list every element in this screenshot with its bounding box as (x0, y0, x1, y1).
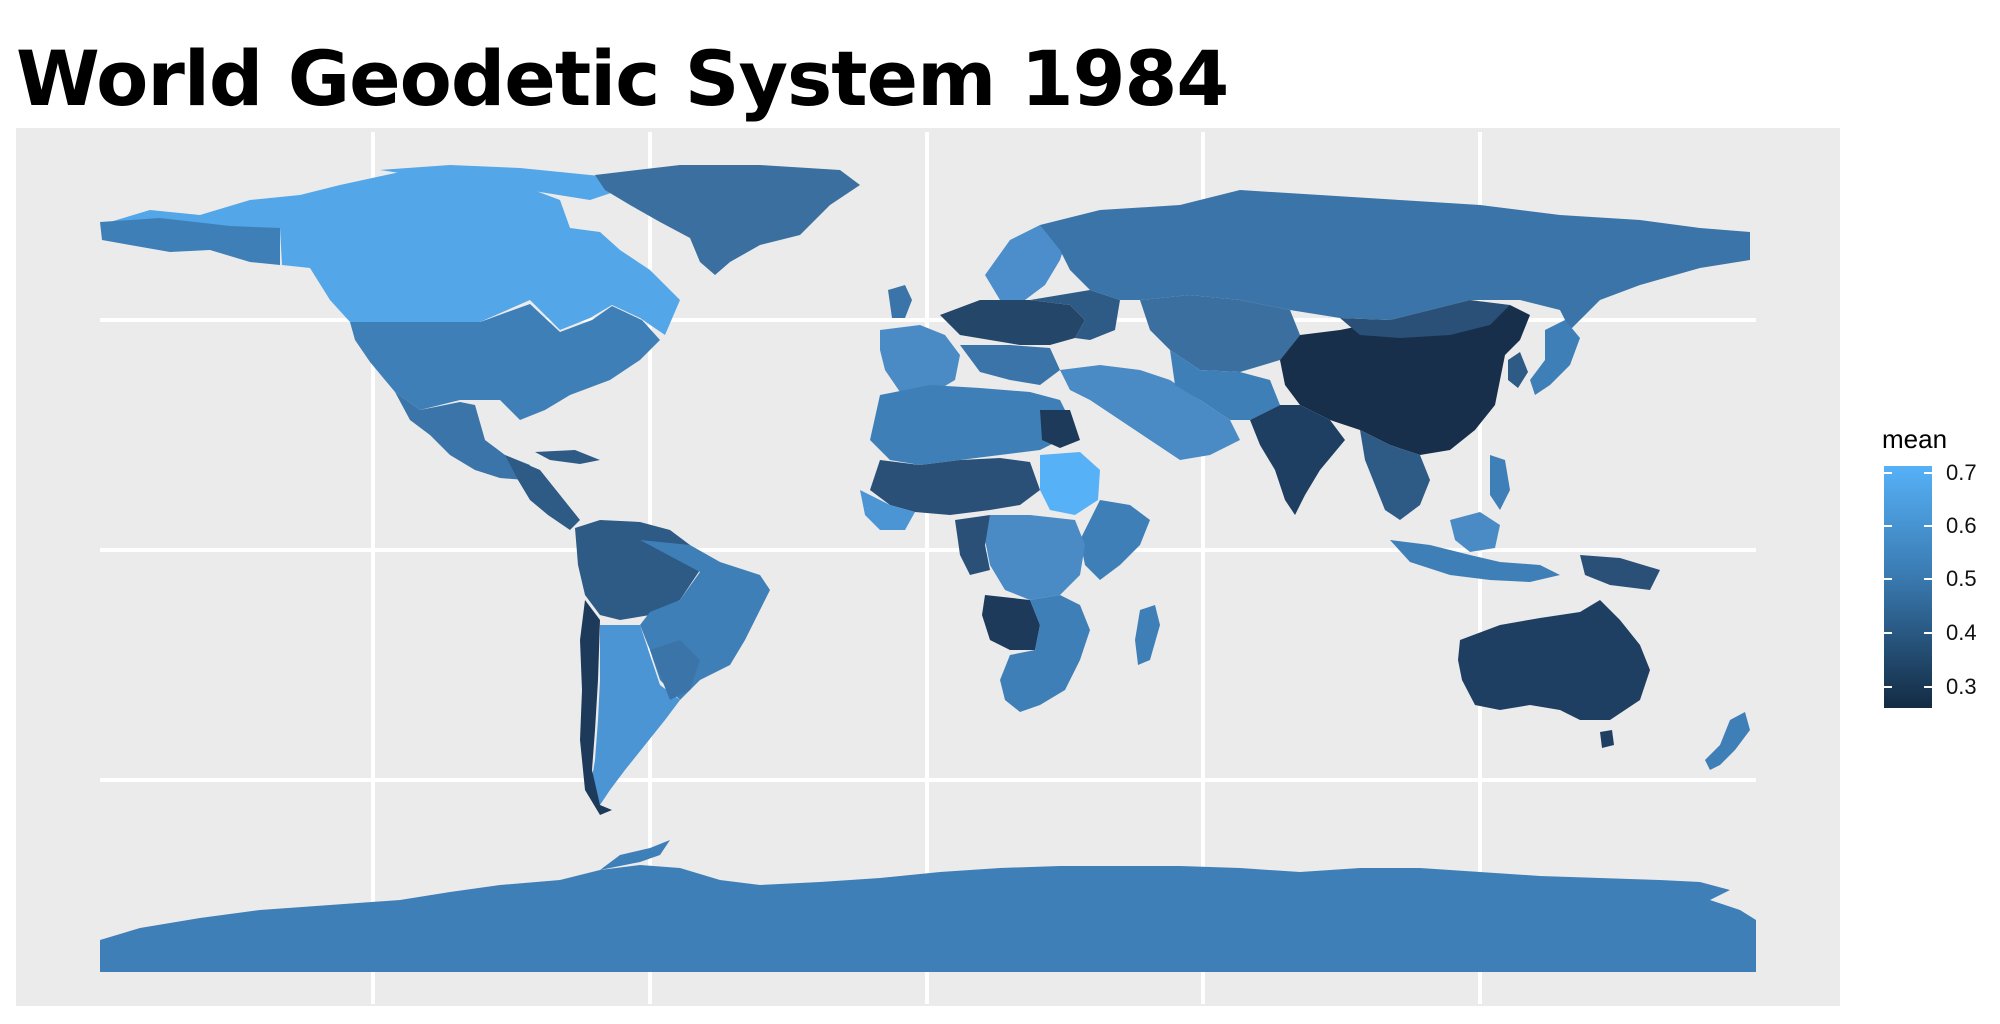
legend-tick-mark (1884, 632, 1892, 634)
region-southeast-asia (1360, 430, 1430, 520)
legend-tick-mark (1924, 472, 1932, 474)
region-congo-west (955, 515, 990, 575)
region-balkans (960, 345, 1060, 385)
region-west-africa (860, 490, 915, 530)
region-europe-east (1030, 290, 1120, 340)
region-east-africa (1080, 500, 1150, 580)
region-chile (580, 600, 612, 815)
region-tasmania (1600, 730, 1614, 748)
region-canada-arctic (380, 165, 640, 200)
region-japan (1530, 320, 1580, 395)
region-alaska (100, 218, 280, 265)
region-central-asia (1140, 295, 1300, 372)
region-uk (888, 285, 912, 318)
region-cuba (535, 450, 600, 464)
legend-colorbar (1884, 466, 1932, 708)
countries (100, 165, 1756, 972)
legend-tick-mark (1924, 632, 1932, 634)
region-new-guinea (1580, 555, 1660, 590)
legend-tick-mark (1924, 525, 1932, 527)
region-korea (1508, 352, 1528, 388)
legend-tick-label: 0.5 (1946, 566, 1977, 591)
legend-title: mean (1882, 424, 1948, 454)
region-scandinavia (985, 225, 1070, 300)
region-southern-cone (650, 640, 700, 700)
region-southern-africa (1000, 595, 1090, 712)
legend-tick-mark (1884, 525, 1892, 527)
legend-tick-label: 0.7 (1946, 460, 1977, 485)
region-south-america-south (590, 625, 680, 805)
region-indonesia (1390, 540, 1560, 582)
legend-tick-label: 0.4 (1946, 620, 1977, 645)
region-europe-west (880, 325, 960, 395)
region-angola (982, 595, 1040, 650)
region-antarctica (100, 865, 1756, 972)
region-china (1280, 305, 1530, 455)
region-canada (100, 172, 680, 335)
region-greenland (595, 165, 860, 275)
legend-tick-mark (1924, 578, 1932, 580)
legend-tick-mark (1884, 578, 1892, 580)
legend-tick-label: 0.6 (1946, 513, 1977, 538)
region-philippines (1490, 455, 1510, 510)
region-madagascar (1135, 605, 1160, 665)
region-borneo (1450, 512, 1500, 552)
region-russia (1040, 190, 1750, 330)
legend-tick-mark (1884, 686, 1892, 688)
region-sahel (870, 458, 1040, 515)
region-mexico (395, 392, 530, 480)
region-antarctic-peninsula (600, 840, 670, 870)
region-middle-east (1060, 365, 1240, 460)
region-europe-central (940, 300, 1085, 345)
region-mongolia (1340, 300, 1510, 338)
region-iran-afghanistan (1170, 350, 1280, 420)
legend-tick-label: 0.3 (1946, 674, 1977, 699)
region-north-africa (870, 385, 1070, 465)
region-australia (1458, 600, 1650, 720)
legend-tick-mark (1884, 472, 1892, 474)
region-india (1250, 405, 1345, 515)
region-sudan (1040, 452, 1100, 515)
region-central-america (505, 455, 580, 530)
region-egypt (1040, 410, 1080, 448)
region-new-zealand (1705, 712, 1750, 770)
map-title: World Geodetic System 1984 (16, 34, 1229, 123)
legend-tick-mark (1924, 686, 1932, 688)
region-central-africa (985, 515, 1085, 600)
region-usa (350, 304, 660, 420)
